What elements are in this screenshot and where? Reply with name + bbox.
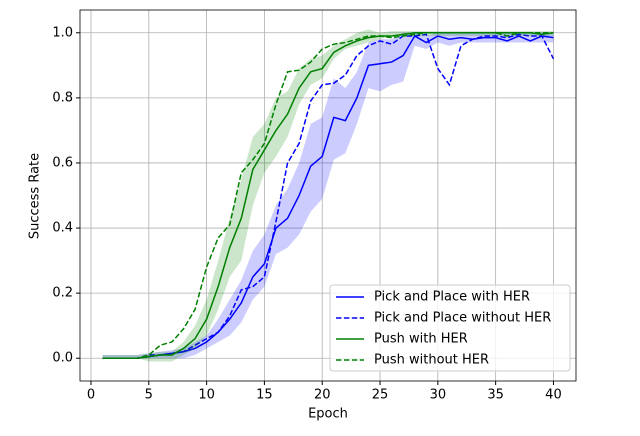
- confidence-band: [102, 32, 554, 359]
- x-tick-label: 25: [372, 388, 389, 403]
- line: [102, 32, 554, 359]
- legend-label: Pick and Place with HER: [374, 290, 530, 305]
- x-tick-label: 30: [430, 388, 447, 403]
- x-tick-label: 35: [487, 388, 504, 403]
- y-tick-label: 0.0: [52, 351, 73, 366]
- x-tick-label: 20: [314, 388, 331, 403]
- confidence-band: [102, 29, 554, 362]
- y-tick-label: 0.6: [52, 155, 73, 170]
- x-tick-label: 5: [145, 388, 153, 403]
- x-tick-label: 40: [545, 388, 562, 403]
- legend-box: [329, 284, 571, 372]
- y-tick-label: 0.2: [52, 286, 73, 301]
- y-axis-label: Success Rate: [28, 153, 43, 239]
- legend-label: Push with HER: [374, 332, 468, 347]
- y-tick-label: 0.4: [52, 221, 73, 236]
- x-tick-label: 10: [198, 388, 215, 403]
- x-tick-label: 0: [87, 388, 95, 403]
- y-tick-label: 0.8: [52, 90, 73, 105]
- x-tick-label: 15: [256, 388, 273, 403]
- x-axis-label: Epoch: [308, 407, 348, 422]
- plot-frame: [79, 9, 577, 382]
- line: [102, 32, 554, 359]
- legend-label: Push without HER: [374, 353, 489, 368]
- y-tick-label: 1.0: [52, 25, 73, 40]
- legend-label: Pick and Place without HER: [374, 311, 551, 326]
